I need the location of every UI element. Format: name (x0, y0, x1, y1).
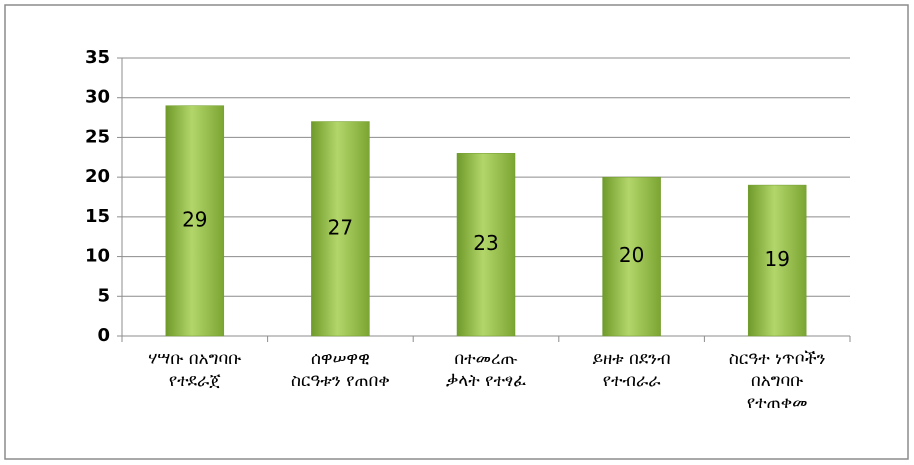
y-tick-label: 20 (85, 166, 110, 187)
x-tick-label: ሃሣቡ በአግባቡ የተደራጀ (148, 349, 242, 391)
value-label: 29 (182, 207, 207, 231)
y-tick-label: 35 (85, 47, 110, 68)
x-tick-label: ስርዓተ ነጥቦችን በአግባቡ የተጠቀመ (728, 349, 826, 413)
value-label: 27 (328, 215, 353, 239)
y-tick-label: 5 (97, 285, 110, 306)
y-tick-label: 25 (85, 126, 110, 147)
bar (602, 176, 661, 337)
y-tick-label: 30 (85, 87, 110, 108)
bar (311, 121, 370, 337)
value-label: 23 (473, 231, 498, 255)
y-tick-label: 0 (97, 325, 110, 346)
x-tick-label: በተመረጡ ቃላት የተፃፈ (445, 349, 527, 391)
y-tick-label: 15 (85, 206, 110, 227)
value-label: 19 (764, 247, 789, 271)
y-tick-label: 10 (85, 246, 110, 267)
value-label: 20 (619, 243, 644, 267)
x-tick-label: ይዘቱ በደንብ የተብራራ (592, 349, 671, 391)
bar (165, 105, 225, 337)
bar (456, 153, 516, 337)
x-tick-label: ሰዋሠዋዊ ስርዓቱን የጠበቀ (291, 349, 390, 391)
bar (747, 184, 807, 337)
